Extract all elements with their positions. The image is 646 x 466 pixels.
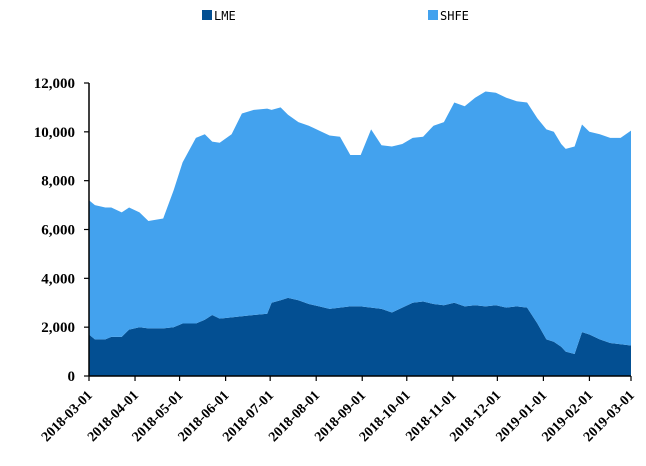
y-tick-label: 0 [68, 369, 76, 385]
y-tick-label: 2,000 [41, 320, 75, 336]
legend-swatch-lme [202, 10, 212, 20]
y-tick-label: 10,000 [34, 125, 75, 141]
legend-label-lme: LME [214, 9, 236, 23]
y-tick-label: 12,000 [34, 76, 75, 92]
plot-area [89, 91, 631, 376]
legend: LME SHFE [202, 9, 469, 23]
area-series-shfe [89, 91, 631, 354]
area-series-lme [89, 297, 631, 376]
legend-swatch-shfe [428, 10, 438, 20]
y-tick-label: 6,000 [41, 223, 75, 239]
legend-label-shfe: SHFE [440, 9, 469, 23]
y-tick-label: 8,000 [41, 174, 75, 190]
y-tick-label: 4,000 [41, 271, 75, 287]
